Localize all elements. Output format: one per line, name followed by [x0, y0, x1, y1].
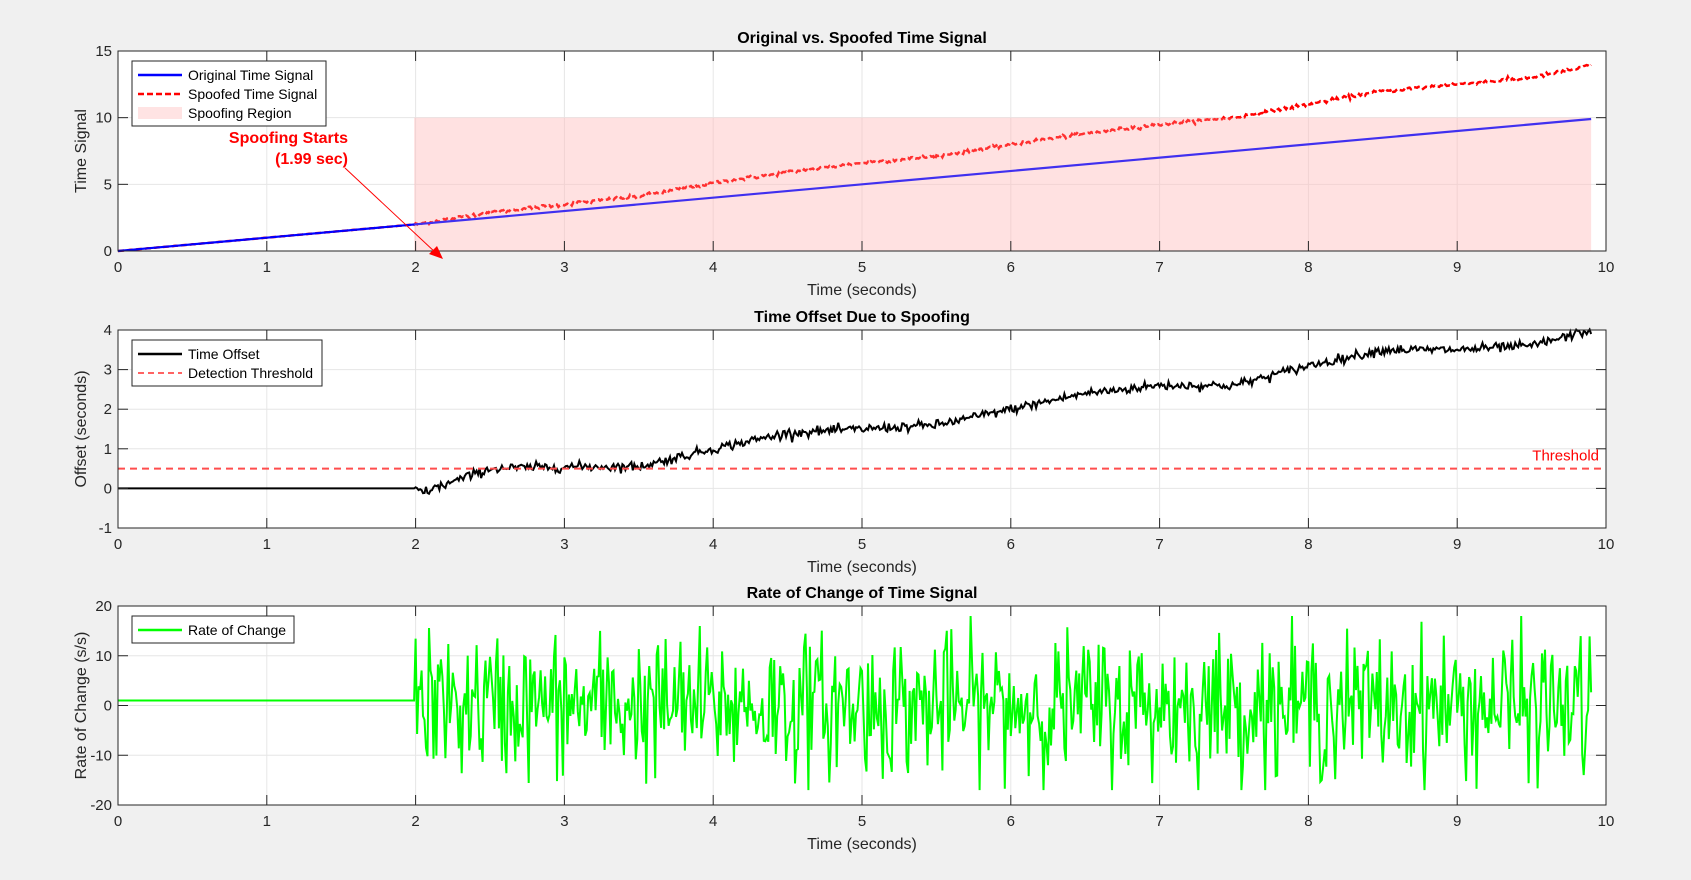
y-tick-label: 2	[104, 401, 112, 418]
x-tick-label: 5	[858, 813, 866, 830]
x-tick-label: 6	[1007, 536, 1015, 553]
y-tick-label: 0	[104, 243, 112, 260]
series-time-offset	[118, 327, 1593, 496]
annotation-arrow-head	[429, 246, 443, 259]
x-tick-label: 0	[114, 813, 122, 830]
chart-title: Original vs. Spoofed Time Signal	[737, 30, 987, 47]
x-tick-label: 10	[1598, 536, 1615, 553]
x-tick-label: 10	[1598, 259, 1615, 276]
x-tick-label: 0	[114, 259, 122, 276]
series-rate-of-change	[118, 615, 1593, 791]
x-axis-label: Time (seconds)	[807, 836, 917, 853]
annotation-line1: Spoofing Starts	[229, 130, 348, 147]
x-tick-label: 8	[1304, 536, 1312, 553]
x-tick-label: 1	[263, 536, 271, 553]
x-tick-label: 4	[709, 536, 717, 553]
chart-3: 0 1 2 3 4 5 6 7 8 9 10 -20 -10 0 10 20 Rate of Change of…	[73, 585, 1614, 853]
x-tick-label: 8	[1304, 259, 1312, 276]
legend-box	[131, 60, 327, 127]
x-axis-label: Time (seconds)	[807, 282, 917, 299]
annotation-spoofing-starts: Spoofing Starts (1.99 sec)	[229, 130, 443, 259]
chart-title: Time Offset Due to Spoofing	[754, 309, 970, 326]
legend-entry: Detection Threshold	[188, 365, 313, 381]
x-tick-label: 7	[1155, 813, 1163, 830]
y-tick-label: 0	[104, 480, 112, 497]
x-tick-label: 1	[263, 813, 271, 830]
y-tick-label: 15	[95, 43, 112, 60]
y-tick-label: -1	[99, 520, 112, 537]
x-tick-label: 7	[1155, 536, 1163, 553]
x-tick-label: 9	[1453, 813, 1461, 830]
y-tick-label: 3	[104, 362, 112, 379]
y-tick-label: 20	[95, 598, 112, 615]
x-tick-label: 10	[1598, 813, 1615, 830]
x-tick-label: 8	[1304, 813, 1312, 830]
legend-entry: Rate of Change	[188, 622, 286, 638]
y-tick-label: 1	[104, 441, 112, 458]
x-tick-label: 0	[114, 536, 122, 553]
y-tick-label: 4	[104, 322, 112, 339]
x-tick-label: 2	[411, 259, 419, 276]
legend-swatch-spoofing-region	[138, 107, 182, 119]
x-tick-label: 5	[858, 536, 866, 553]
annotation-arrow-line	[344, 167, 437, 254]
x-tick-label: 6	[1007, 259, 1015, 276]
spoofing-region-overlay	[414, 117, 1592, 252]
x-tick-label: 1	[263, 259, 271, 276]
x-tick-label: 7	[1155, 259, 1163, 276]
x-tick-label: 9	[1453, 536, 1461, 553]
y-axis-label: Offset (seconds)	[73, 370, 90, 487]
x-tick-label: 2	[411, 813, 419, 830]
y-tick-label: -20	[90, 797, 112, 814]
legend-entry: Original Time Signal	[188, 67, 313, 83]
annotation-line2: (1.99 sec)	[275, 151, 348, 168]
x-tick-label: 6	[1007, 813, 1015, 830]
x-tick-label: 3	[560, 259, 568, 276]
y-tick-label: 10	[95, 648, 112, 665]
chart-1: 0 1 2 3 4 5 6 7 8 9 10 0 5 10 15 Original vs. Spoofed T…	[73, 30, 1614, 299]
spoofing-region	[414, 117, 1592, 252]
legend-entry: Spoofed Time Signal	[188, 86, 317, 102]
x-tick-label: 3	[560, 536, 568, 553]
y-tick-label: 10	[95, 110, 112, 127]
series-original-time-signal	[117, 117, 1592, 253]
x-tick-label: 2	[411, 536, 419, 553]
legend-entry: Time Offset	[188, 346, 260, 362]
x-tick-label: 9	[1453, 259, 1461, 276]
legend-box	[131, 339, 323, 387]
y-axis-label: Rate of Change (s/s)	[73, 632, 90, 780]
y-tick-label: 5	[104, 176, 112, 193]
x-tick-label: 3	[560, 813, 568, 830]
legend: Original Time Signal Spoofed Time Signal S…	[131, 60, 327, 127]
legend-entry: Spoofing Region	[188, 105, 292, 121]
legend: Rate of Change	[131, 615, 295, 644]
x-axis-label: Time (seconds)	[807, 559, 917, 576]
x-tick-label: 4	[709, 813, 717, 830]
y-tick-label: -10	[90, 747, 112, 764]
y-axis-label: Time Signal	[73, 109, 90, 193]
legend: Time Offset Detection Threshold	[131, 339, 323, 387]
chart-title: Rate of Change of Time Signal	[747, 585, 978, 602]
threshold-label: Threshold	[1532, 448, 1599, 465]
x-tick-label: 4	[709, 259, 717, 276]
x-tick-label: 5	[858, 259, 866, 276]
y-tick-label: 0	[104, 698, 112, 715]
